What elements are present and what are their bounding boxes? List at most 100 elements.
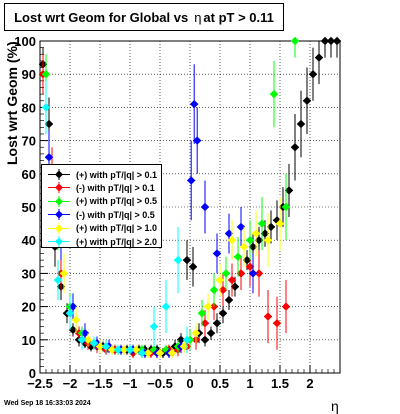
y-tick-label: 60	[22, 167, 36, 182]
data-point	[254, 269, 264, 278]
data-point	[254, 236, 264, 245]
data-point	[233, 252, 243, 261]
data-point	[107, 345, 117, 354]
legend-label: (-) with pT/|q| > 0.1	[76, 182, 155, 193]
data-point	[71, 315, 81, 325]
data-point	[290, 143, 300, 152]
data-point	[302, 96, 312, 105]
data-point	[221, 269, 231, 278]
data-point	[187, 176, 196, 185]
title-eta-symbol: η	[194, 9, 202, 25]
data-point	[206, 328, 216, 338]
data-point	[290, 36, 300, 46]
data-point	[236, 222, 246, 232]
data-point	[212, 319, 222, 328]
x-tick-label: −2	[63, 376, 78, 391]
y-tick-label: 50	[22, 200, 36, 215]
data-point	[239, 242, 249, 252]
data-point	[272, 216, 282, 225]
data-point	[209, 285, 219, 295]
data-point	[245, 236, 255, 245]
x-tick-label: 0.5	[211, 376, 229, 391]
data-point	[65, 309, 75, 318]
data-point	[125, 345, 135, 354]
data-point	[167, 348, 177, 358]
data-point	[224, 229, 234, 238]
data-point	[173, 255, 183, 265]
data-point	[41, 70, 51, 79]
data-point	[281, 302, 291, 311]
data-point	[230, 282, 240, 291]
data-point	[260, 229, 270, 238]
y-axis-label: Lost wrt Geom (%)	[4, 41, 20, 165]
data-point	[179, 342, 189, 351]
timestamp-footer: Wed Sep 18 16:33:03 2024	[4, 400, 91, 407]
data-point	[89, 338, 99, 348]
data-point	[200, 335, 210, 344]
data-point	[77, 335, 87, 344]
legend-marker	[42, 181, 76, 194]
data-point	[188, 262, 198, 271]
x-tick-label: −0.5	[147, 376, 173, 391]
y-tick-label: 90	[22, 67, 36, 82]
data-point	[149, 322, 159, 331]
data-point	[95, 342, 105, 351]
data-point	[68, 302, 78, 311]
x-tick-label: −2.5	[27, 376, 53, 391]
y-tick-label: 100	[14, 34, 36, 49]
data-point	[326, 36, 336, 46]
legend-entry: (+) with pT/|q| > 0.1	[42, 168, 157, 181]
legend-marker	[42, 168, 76, 181]
x-tick-label: 1	[246, 376, 253, 391]
legend-label: (+) with pT/|q| > 0.1	[76, 169, 158, 180]
data-point	[53, 275, 63, 285]
chart-title: Lost wrt Geom for Global vs η at pT > 0.…	[4, 3, 284, 31]
legend-entry: (+) with pT/|q| > 2.0	[42, 235, 157, 248]
data-point	[59, 269, 69, 278]
data-point	[182, 255, 192, 265]
x-tick-label: 1.5	[271, 376, 289, 391]
data-point	[215, 275, 225, 285]
data-point	[44, 119, 54, 129]
data-point	[320, 36, 330, 46]
legend-entry: (-) with pT/|q| > 0.5	[42, 208, 155, 221]
data-point	[263, 312, 273, 321]
data-point	[275, 219, 285, 228]
data-point	[263, 236, 273, 245]
y-tick-label: 0	[29, 366, 36, 381]
x-tick-label: 0	[186, 376, 193, 391]
data-point	[137, 348, 147, 358]
y-tick-label: 70	[22, 134, 36, 149]
data-point	[284, 186, 294, 195]
y-tick-label: 20	[22, 300, 36, 315]
title-suffix: at pT > 0.11	[203, 9, 274, 25]
data-point	[248, 242, 258, 252]
x-tick-label: −1.5	[87, 376, 113, 391]
legend-label: (+) with pT/|q| > 1.0	[76, 223, 158, 234]
data-point	[197, 309, 207, 318]
data-point	[218, 285, 228, 295]
y-tick-label: 80	[22, 100, 36, 115]
data-point	[224, 295, 234, 305]
data-point	[218, 309, 228, 318]
data-point	[113, 345, 123, 354]
data-point	[314, 53, 324, 62]
data-point	[68, 325, 78, 335]
data-point	[248, 269, 258, 278]
data-point	[227, 236, 237, 245]
legend-entry: (+) with pT/|q| > 0.5	[42, 195, 157, 208]
data-point	[251, 229, 261, 238]
data-point	[212, 249, 222, 258]
x-axis-label: η	[331, 398, 339, 414]
data-point	[191, 328, 201, 338]
x-tick-label: −1	[123, 376, 138, 391]
data-point	[119, 345, 129, 354]
data-point	[257, 219, 267, 228]
y-tick-label: 10	[22, 333, 36, 348]
data-point	[161, 302, 171, 311]
data-point	[155, 348, 165, 358]
title-prefix: Lost wrt Geom for Global vs	[14, 9, 189, 25]
data-point	[227, 275, 237, 285]
legend-marker	[42, 222, 76, 235]
